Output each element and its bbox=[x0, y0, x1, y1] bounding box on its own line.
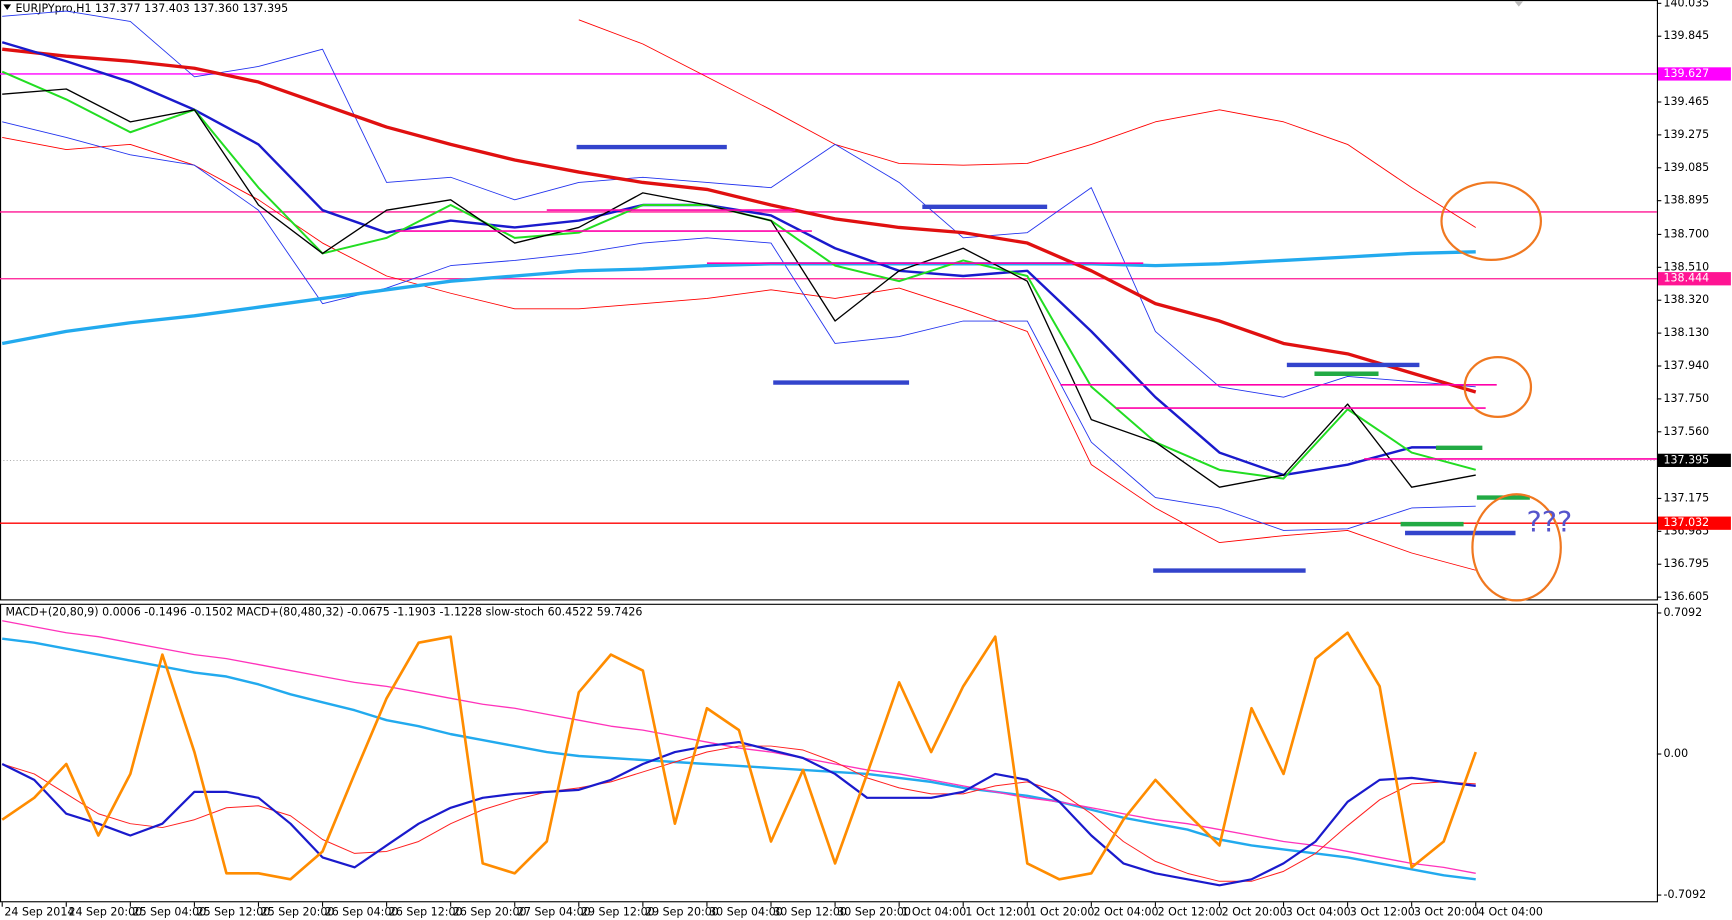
y-tick-label: 137.750 bbox=[1664, 392, 1710, 405]
series-line bbox=[2, 637, 1476, 881]
x-tick-label: 3 Oct 12:00 bbox=[1350, 905, 1415, 918]
x-tick-label: 3 Oct 04:00 bbox=[1286, 905, 1351, 918]
level-label-box bbox=[1657, 453, 1731, 467]
highlight-ellipse bbox=[1463, 356, 1533, 418]
annotation-text: ??? bbox=[1527, 505, 1573, 539]
x-tick-label: 2 Oct 20:00 bbox=[1222, 905, 1287, 918]
series-line bbox=[2, 121, 1476, 531]
series-line bbox=[2, 10, 1476, 398]
x-tick-label: 25 Sep 04:00 bbox=[133, 905, 207, 918]
y-tick-label: 139.275 bbox=[1664, 128, 1710, 141]
x-tick-label: 24 Sep 20:00 bbox=[68, 905, 142, 918]
series-line bbox=[2, 620, 1476, 874]
y-tick-label: 136.605 bbox=[1664, 590, 1710, 603]
shift-marker bbox=[1514, 1, 1524, 7]
x-tick-label: 26 Sep 12:00 bbox=[389, 905, 463, 918]
indicator-panel-title: MACD+(20,80,9) 0.0006 -0.1496 -0.1502 MA… bbox=[6, 606, 643, 619]
x-tick-label: 2 Oct 04:00 bbox=[1094, 905, 1159, 918]
y-tick-label: 0.7092 bbox=[1664, 606, 1703, 619]
level-label: 138.444 bbox=[1664, 272, 1710, 285]
level-label: 137.032 bbox=[1664, 516, 1710, 529]
indicator-panel bbox=[0, 603, 1658, 903]
x-tick-label: 26 Sep 20:00 bbox=[453, 905, 527, 918]
level-label: 139.627 bbox=[1664, 67, 1710, 80]
series-line bbox=[2, 47, 1477, 394]
series-line bbox=[1, 740, 1476, 887]
y-tick-label: 137.560 bbox=[1664, 425, 1710, 438]
y-tick-label: 139.465 bbox=[1664, 95, 1710, 108]
level-label-box bbox=[1657, 516, 1731, 530]
y-tick-label: 138.510 bbox=[1664, 260, 1710, 273]
drawings bbox=[395, 144, 1657, 602]
y-tick-label: 139.085 bbox=[1664, 161, 1710, 174]
series-line bbox=[2, 88, 1476, 488]
menu-triangle[interactable] bbox=[3, 4, 12, 10]
series-line bbox=[2, 745, 1476, 882]
level-label-box bbox=[1657, 67, 1731, 81]
x-tick-label: 26 Sep 04:00 bbox=[325, 905, 399, 918]
y-tick-label: 137.940 bbox=[1664, 359, 1710, 372]
series-line bbox=[1, 631, 1477, 881]
x-tick-label: 29 Sep 12:00 bbox=[581, 905, 655, 918]
x-tick-label: 27 Sep 04:00 bbox=[517, 905, 591, 918]
x-tick-label: 24 Sep 2014 bbox=[4, 905, 74, 918]
highlight-ellipse bbox=[1440, 181, 1543, 261]
y-tick-label: 138.130 bbox=[1664, 326, 1710, 339]
y-tick-label: 138.320 bbox=[1664, 293, 1710, 306]
y-tick-label: 137.175 bbox=[1664, 491, 1710, 504]
y-tick-label: -0.7092 bbox=[1664, 888, 1707, 901]
level-label-box bbox=[1657, 272, 1731, 286]
y-tick-label: 138.895 bbox=[1664, 194, 1710, 207]
series-line bbox=[578, 19, 1476, 228]
x-tick-label: 25 Sep 12:00 bbox=[197, 905, 271, 918]
x-tick-label: 4 Oct 04:00 bbox=[1478, 905, 1543, 918]
x-tick-label: 3 Oct 20:00 bbox=[1414, 905, 1479, 918]
y-tick-label: 0.00 bbox=[1664, 747, 1689, 760]
y-tick-label: 136.795 bbox=[1664, 557, 1710, 570]
x-tick-label: 29 Sep 20:00 bbox=[645, 905, 719, 918]
x-tick-label: 30 Sep 12:00 bbox=[773, 905, 847, 918]
x-tick-label: 1 Oct 20:00 bbox=[1029, 905, 1094, 918]
series-line bbox=[2, 137, 1476, 571]
x-tick-label: 30 Sep 20:00 bbox=[837, 905, 911, 918]
level-label: 137.395 bbox=[1664, 453, 1710, 466]
y-tick-label: 138.700 bbox=[1664, 227, 1710, 240]
price-panel-title: EURJPYpro,H1 137.377 137.403 137.360 137… bbox=[15, 2, 288, 15]
y-tick-label: 139.845 bbox=[1664, 29, 1710, 42]
x-tick-label: 30 Sep 04:00 bbox=[709, 905, 783, 918]
series-line bbox=[1, 250, 1476, 346]
highlight-ellipse bbox=[1471, 493, 1562, 602]
x-tick-label: 25 Sep 20:00 bbox=[261, 905, 335, 918]
x-tick-label: 2 Oct 12:00 bbox=[1158, 905, 1223, 918]
x-tick-label: 1 Oct 12:00 bbox=[965, 905, 1030, 918]
y-tick-label: 140.035 bbox=[1664, 0, 1710, 9]
x-tick-label: 1 Oct 04:00 bbox=[901, 905, 966, 918]
